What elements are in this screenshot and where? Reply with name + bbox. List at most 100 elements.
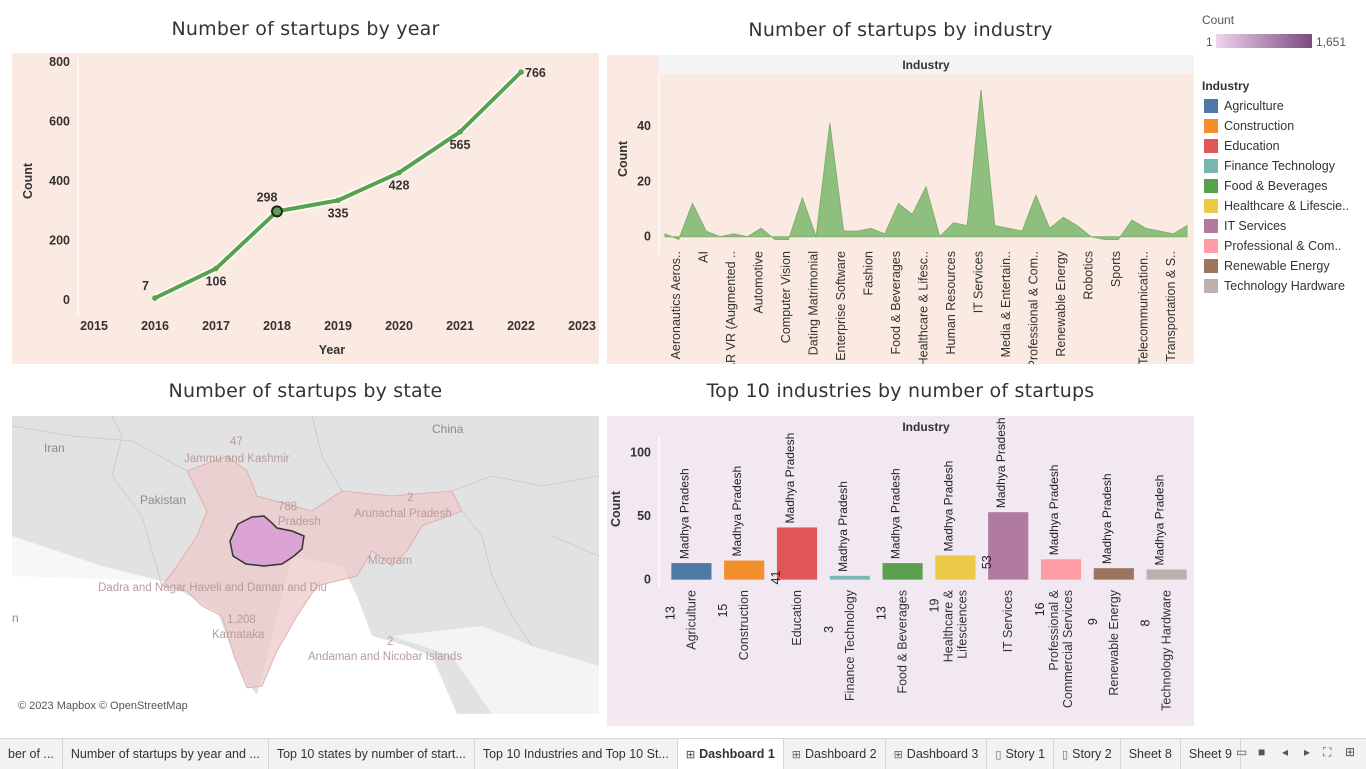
map-label-karnataka: Karnataka (212, 629, 265, 641)
year-data-point[interactable] (335, 197, 341, 204)
sheet-tab-label: Dashboard 1 (699, 747, 775, 761)
first-sheet-icon[interactable]: ◂ (1282, 745, 1289, 759)
sheet-tab[interactable]: Sheet 8 (1121, 739, 1181, 769)
year-data-point[interactable] (152, 295, 158, 301)
chart-title-top10: Top 10 industries by number of startups (706, 380, 1095, 402)
sheet-tab[interactable]: ⊞ Dashboard 1 (677, 739, 784, 769)
sheet-tab[interactable]: ▯ Story 2 (1054, 739, 1121, 769)
industry-legend-title: Industry (1202, 79, 1250, 93)
map-label-jk-count: 47 (230, 436, 243, 448)
top10-bar[interactable] (671, 563, 712, 580)
industry-area-chart[interactable]: Industry 0 20 40 Count Aeronautics Aeros.. AI A… (607, 55, 1194, 364)
sheet-tab[interactable]: Sheet 9 (1181, 739, 1241, 769)
sheet-tab[interactable]: ⊞ Dashboard 3 (886, 739, 988, 769)
fullscreen-icon[interactable]: ⛶ (1323, 745, 1332, 759)
year-data-label: 565 (450, 138, 471, 152)
top10-state-label: Madhya Pradesh (941, 461, 955, 552)
legend-item-label: Education (1224, 139, 1280, 153)
next-sheet-icon[interactable]: ▸ (1304, 745, 1311, 759)
sheet-tab-label: Sheet 9 (1188, 747, 1232, 761)
top10-x-tick-label: Construction (737, 590, 751, 660)
year-data-label: 335 (328, 206, 349, 220)
top10-bar[interactable] (988, 512, 1029, 580)
year-y-tick-label: 400 (49, 174, 70, 188)
top10-y-tick-label: 50 (637, 509, 651, 523)
year-x-tick-label: 2017 (202, 319, 230, 333)
year-data-label: 428 (389, 179, 410, 193)
top10-bar[interactable] (935, 555, 976, 580)
legend-item-label: Food & Beverages (1224, 179, 1328, 193)
year-data-point[interactable] (213, 265, 219, 272)
year-y-axis-label: Count (21, 162, 35, 199)
sheet-tab-label: Story 2 (1072, 747, 1112, 761)
legend-item[interactable]: Renewable Energy (1204, 257, 1330, 275)
top10-state-label: Madhya Pradesh (1100, 473, 1114, 564)
legend-item[interactable]: IT Services (1204, 217, 1286, 235)
tabs-view-icon[interactable]: ■ (1258, 745, 1266, 759)
top10-x-tick-label: Commercial Services (1061, 590, 1075, 708)
sheet-tab[interactable]: Number of startups by year and ... (63, 739, 269, 769)
map-label-pakistan: Pakistan (140, 493, 186, 507)
year-data-point[interactable] (457, 129, 463, 135)
sheet-tab-label: ber of ... (8, 747, 54, 761)
year-data-point[interactable] (518, 69, 524, 75)
top10-state-label: Madhya Pradesh (783, 433, 797, 524)
india-states[interactable] (161, 455, 463, 689)
top10-x-tick-label: Food & Beverages (896, 590, 910, 694)
legend-item[interactable]: Professional & Com.. (1204, 237, 1341, 255)
year-y-tick-label: 0 (63, 293, 70, 307)
state-map[interactable]: Iran China Pakistan n 47 Jammu and Kashm… (12, 416, 599, 714)
top10-value-label: 8 (1139, 619, 1153, 626)
legend-item[interactable]: Healthcare & Lifescie.. (1204, 197, 1349, 215)
legend-swatch (1204, 179, 1218, 193)
filmstrip-view-icon[interactable]: ▭ (1236, 745, 1248, 759)
industry-x-tick-label: Telecommunication.. (1137, 251, 1151, 364)
top10-bar[interactable] (1040, 559, 1082, 580)
industry-y-tick-label: 20 (637, 174, 651, 188)
year-data-label: 7 (142, 279, 149, 293)
top10-bar[interactable] (776, 527, 818, 580)
industry-y-tick-label: 0 (644, 230, 651, 244)
sheet-tab[interactable]: Top 10 states by number of start... (269, 739, 475, 769)
sheet-tab[interactable]: ▯ Story 1 (987, 739, 1055, 769)
chart-title-year: Number of startups by year (171, 18, 440, 40)
top10-bar[interactable] (882, 563, 923, 580)
top10-x-tick-label: Renewable Energy (1107, 589, 1121, 695)
dashboard-icon: ⊞ (685, 749, 696, 761)
top10-bar[interactable] (724, 560, 765, 580)
year-y-tick-label: 600 (49, 115, 70, 129)
legend-item[interactable]: Agriculture (1204, 97, 1284, 115)
sheet-tab[interactable]: Top 10 Industries and Top 10 St... (475, 739, 678, 769)
industry-area-series[interactable] (664, 90, 1188, 241)
sheet-tab[interactable]: ber of ... (0, 739, 63, 769)
ocean (12, 576, 272, 714)
year-line-chart[interactable]: 0 200 400 600 800 2015 2016 2017 2018 2019 2020 202… (12, 53, 599, 364)
madhya-pradesh-highlight[interactable] (229, 515, 305, 567)
top10-bar[interactable] (1093, 568, 1134, 580)
top10-x-tick-label: IT Services (1001, 590, 1015, 652)
top10-x-tick-label: Professional & (1047, 589, 1061, 670)
legend-item[interactable]: Construction (1204, 117, 1294, 135)
grid-view-icon[interactable]: ⊞ (1345, 745, 1356, 759)
industry-x-tick-label: AI (697, 251, 711, 263)
top10-value-label: 15 (716, 604, 730, 618)
map-label-up-count: 788 (278, 501, 297, 513)
legend-item[interactable]: Technology Hardware (1204, 277, 1345, 295)
year-x-axis-label: Year (319, 343, 346, 357)
top10-bar[interactable] (829, 575, 870, 580)
top10-bar-chart[interactable]: Industry 0 50 100 Count Madhya Pradesh 13 Agric… (607, 416, 1194, 726)
legend-item-label: Agriculture (1224, 99, 1284, 113)
year-x-tick-label: 2021 (446, 319, 474, 333)
legend-item[interactable]: Finance Technology (1204, 157, 1335, 175)
legend-item[interactable]: Education (1204, 137, 1280, 155)
sheet-tab[interactable]: ⊞ Dashboard 2 (784, 739, 886, 769)
year-data-point[interactable] (396, 169, 402, 176)
year-data-point-highlight[interactable] (271, 205, 283, 218)
map-label-n: n (12, 611, 19, 625)
industry-x-tick-label: Computer Vision (779, 251, 793, 343)
year-data-label: 298 (257, 190, 278, 204)
industry-header-band (659, 55, 1194, 74)
top10-bar[interactable] (1146, 569, 1187, 580)
legend-item[interactable]: Food & Beverages (1204, 177, 1328, 195)
industry-x-tick-label: Robotics (1082, 251, 1096, 300)
